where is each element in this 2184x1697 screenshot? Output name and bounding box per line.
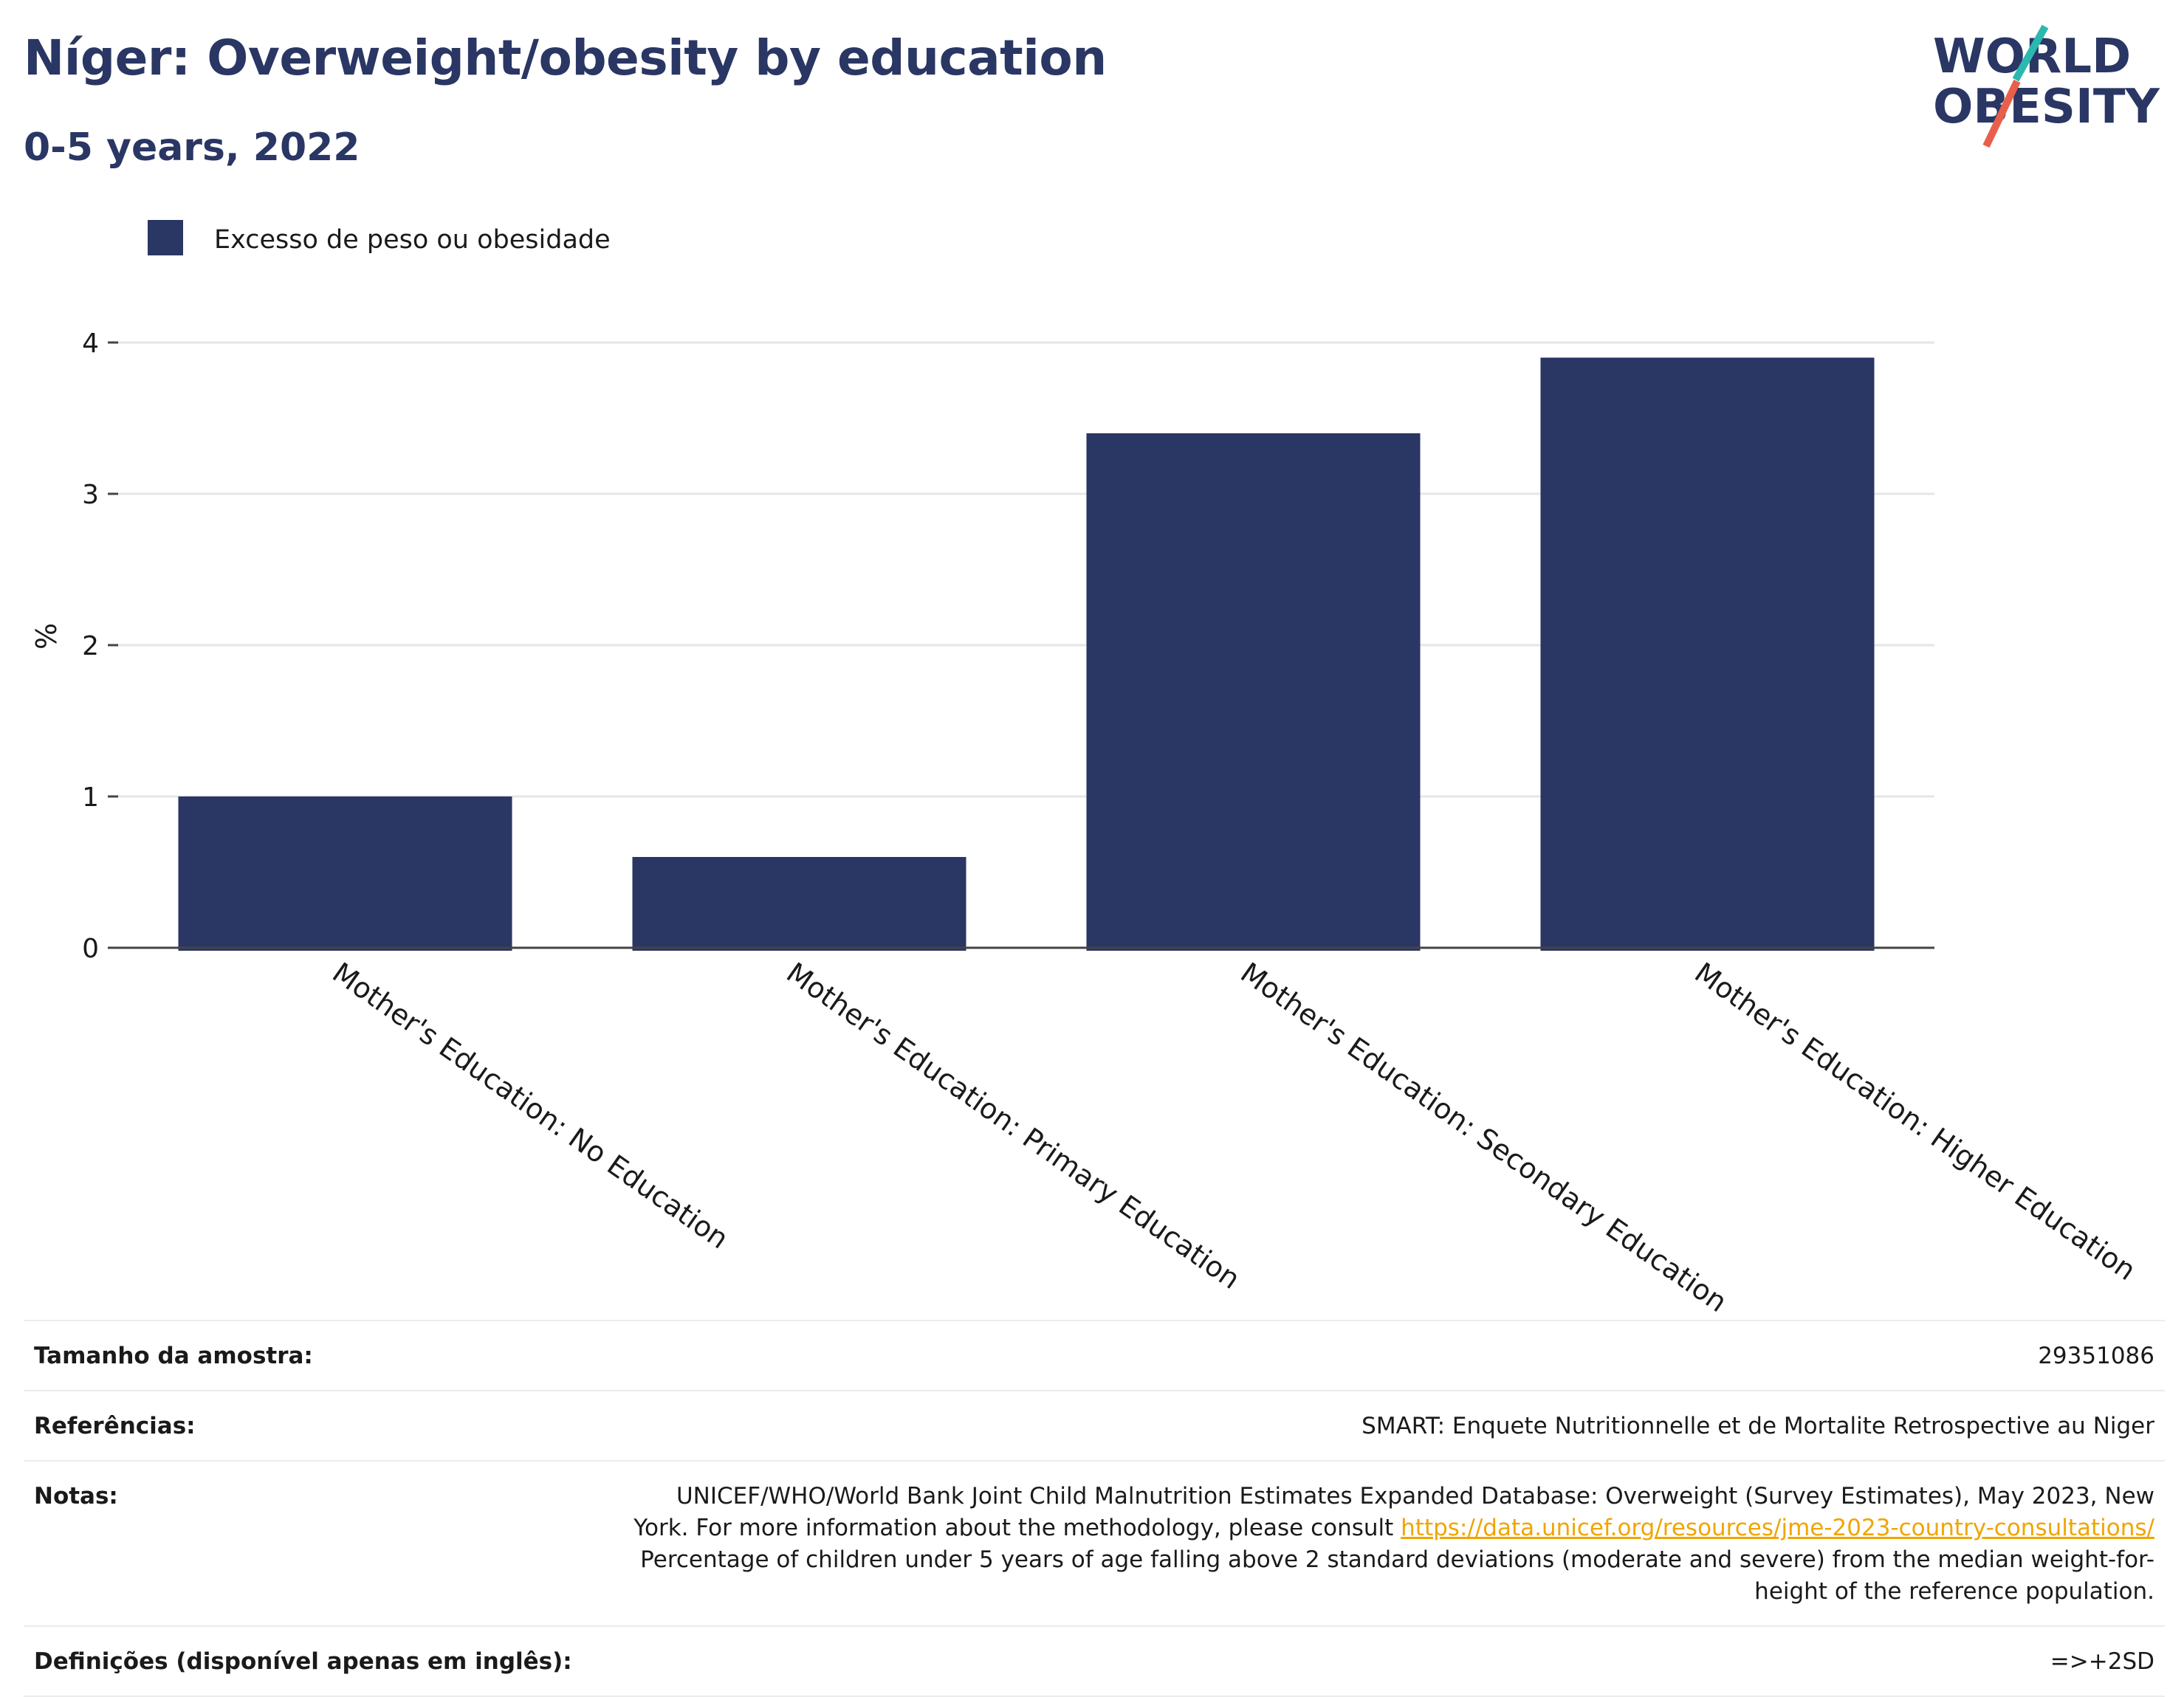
y-axis-label: % [30, 623, 63, 650]
definitions-label: Definições (disponível apenas em inglês)… [34, 1648, 572, 1675]
x-tick-label: Mother's Education: Secondary Education [1234, 956, 1733, 1314]
bar [632, 857, 966, 951]
methodology-link[interactable]: https://data.unicef.org/resources/jme-20… [1401, 1515, 2154, 1541]
logo-slash-red [1982, 79, 2021, 148]
y-tick-label: 1 [82, 782, 99, 813]
references-row: Referências: SMART: Enquete Nutritionnel… [24, 1390, 2165, 1460]
chart-legend: Excesso de peso ou obesidade [148, 220, 611, 255]
x-tick-label: Mother's Education: Higher Education [1689, 956, 2141, 1287]
chart-subtitle: 0-5 years, 2022 [24, 125, 360, 170]
references-value: SMART: Enquete Nutritionnelle et de Mort… [1361, 1413, 2154, 1439]
notes-row: Notas: UNICEF/WHO/World Bank Joint Child… [24, 1460, 2165, 1625]
y-tick-label: 2 [82, 631, 99, 661]
legend-label: Excesso de peso ou obesidade [214, 225, 611, 255]
bar [1540, 357, 1875, 951]
logo-line2: OBESITY [1933, 80, 2160, 134]
bar [1086, 433, 1421, 951]
y-tick-label: 4 [82, 328, 99, 359]
bar [178, 796, 512, 951]
chart-footer: Tamanho da amostra: 29351086 Referências… [24, 1320, 2165, 1697]
definitions-value: =>+2SD [2050, 1648, 2154, 1675]
x-tick-label: Mother's Education: No Education [326, 956, 734, 1255]
legend-swatch [148, 220, 183, 255]
references-label: Referências: [34, 1413, 196, 1439]
x-tick-label: Mother's Education: Primary Education [780, 956, 1246, 1295]
y-tick-label: 3 [82, 480, 99, 510]
sample-size-label: Tamanho da amostra: [34, 1343, 313, 1369]
notes-value: UNICEF/WHO/World Bank Joint Child Malnut… [619, 1481, 2154, 1608]
notes-definition: Percentage of children under 5 years of … [640, 1546, 2154, 1605]
sample-size-value: 29351086 [2038, 1343, 2154, 1369]
chart-title: Níger: Overweight/obesity by education [24, 30, 1107, 86]
y-tick-label: 0 [82, 934, 99, 964]
world-obesity-logo: WORLD OBESITY [1933, 24, 2160, 148]
definitions-row: Definições (disponível apenas em inglês)… [24, 1625, 2165, 1697]
notes-label: Notas: [34, 1483, 118, 1510]
bar-chart: Excesso de peso ou obesidade % 0 1 2 3 4 Mot… [30, 220, 2142, 1314]
logo-slash-teal [2012, 24, 2049, 82]
sample-size-row: Tamanho da amostra: 29351086 [24, 1320, 2165, 1390]
notes-text: UNICEF/WHO/World Bank Joint Child Malnut… [633, 1483, 2154, 1541]
